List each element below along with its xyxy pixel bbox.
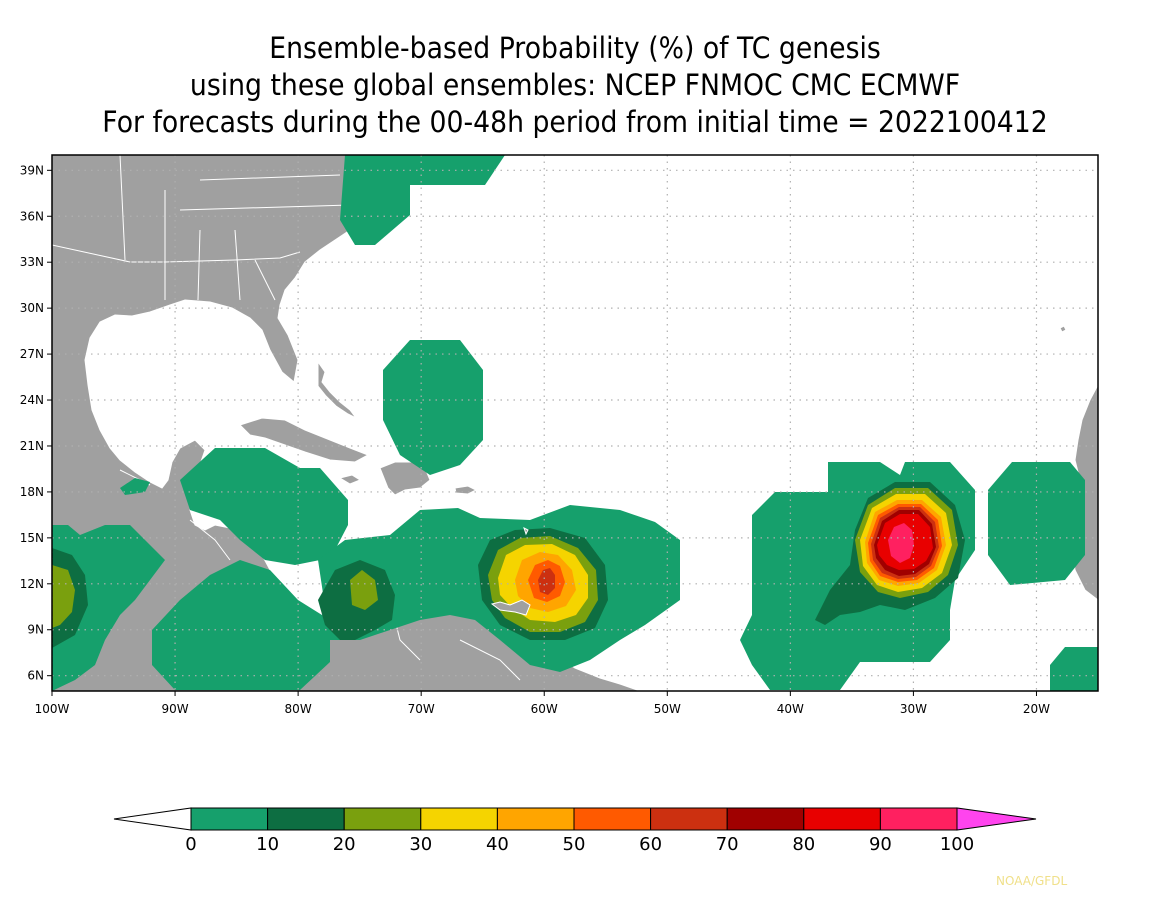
lon-label: 40W: [777, 702, 804, 716]
lon-label: 60W: [531, 702, 558, 716]
lat-label: 33N: [20, 255, 44, 269]
colorbar-label: 100: [940, 834, 974, 855]
lon-label: 30W: [900, 702, 927, 716]
border-line: [199, 174, 341, 181]
lon-label: 90W: [161, 702, 188, 716]
lon-label: 80W: [285, 702, 312, 716]
prob-region-0-10: [180, 448, 348, 565]
probability-contours: [52, 155, 1098, 691]
colorbar-label: 40: [486, 834, 509, 855]
lat-label: 15N: [20, 531, 44, 545]
lat-label: 24N: [20, 393, 44, 407]
title-line-1: Ensemble-based Probability (%) of TC gen…: [269, 31, 881, 65]
map-title: Ensemble-based Probability (%) of TC gen…: [0, 30, 1150, 141]
colorbar-swatch: [420, 807, 498, 831]
border-line: [119, 155, 126, 261]
colorbar-label: 90: [869, 834, 892, 855]
prob-region-0-10: [120, 478, 150, 495]
border-line: [254, 259, 276, 301]
lat-label: 36N: [20, 209, 44, 223]
colorbar-label: 50: [563, 834, 586, 855]
lat-label: 18N: [20, 485, 44, 499]
canary-land: [1059, 325, 1067, 333]
colorbar-label: 10: [256, 834, 279, 855]
prob-region-0-10: [152, 560, 330, 690]
border-line: [234, 229, 241, 301]
map-frame: [51, 154, 1099, 692]
lat-label: 12N: [20, 577, 44, 591]
bahamas-land: [317, 360, 357, 419]
lat-label: 6N: [27, 669, 44, 683]
prob-region-0-10: [383, 340, 483, 475]
prob-region-20-30: [52, 565, 75, 628]
lat-label: 27N: [20, 347, 44, 361]
lon-label: 70W: [408, 702, 435, 716]
colorbar-high-arrow: [956, 807, 1037, 831]
colorbar-swatch: [573, 807, 652, 831]
colorbar-label: 30: [409, 834, 432, 855]
prob-region-0-10: [1050, 647, 1098, 691]
colorbar-swatch: [496, 807, 575, 831]
colorbar-label: 60: [639, 834, 662, 855]
prob-region-0-10: [988, 462, 1085, 585]
colorbar-label: 20: [333, 834, 356, 855]
border-line: [189, 519, 231, 561]
prob-region-0-10: [52, 525, 165, 691]
lat-label: 21N: [20, 439, 44, 453]
colorbar-label: 80: [792, 834, 815, 855]
map-panel: [52, 155, 1098, 691]
colorbar-swatch: [190, 807, 269, 831]
lesser-antilles: [490, 527, 531, 616]
lat-label: 39N: [20, 163, 44, 177]
colorbar-swatch: [650, 807, 728, 831]
prob-region-90-100: [888, 523, 914, 563]
island-land: [490, 599, 531, 616]
cuba-land: [239, 417, 370, 463]
prob-region-60-70: [538, 568, 555, 595]
island-land: [523, 527, 529, 536]
title-line-2: using these global ensembles: NCEP FNMOC…: [189, 68, 961, 102]
prob-region-0-10: [340, 155, 505, 245]
colorbar-low-arrow: [113, 807, 192, 831]
border-line: [179, 204, 351, 211]
political-borders: [52, 155, 521, 681]
colorbar-swatch: [267, 807, 345, 831]
lat-label: 30N: [20, 301, 44, 315]
colorbar-label: 70: [716, 834, 739, 855]
lon-label: 100W: [35, 702, 70, 716]
lat-label: 9N: [27, 623, 44, 637]
border-line: [459, 639, 521, 681]
colorbar-swatch: [726, 807, 805, 831]
lon-label: 20W: [1023, 702, 1050, 716]
map-gridlines: [52, 155, 1098, 691]
lon-label: 50W: [654, 702, 681, 716]
border-line: [197, 229, 201, 301]
colorbar-swatch: [879, 807, 958, 831]
colorbar-swatch: [803, 807, 881, 831]
prob-region-20-30: [350, 570, 378, 610]
jamaica-land: [338, 474, 362, 485]
colorbar-swatch: [343, 807, 422, 831]
map-axes: 39N 36N 33N 30N 27N 24N 21N 18N 15N 12N 9N 6N 100W 90…: [20, 163, 1050, 716]
colorbar-label: 0: [185, 834, 196, 855]
credit-text: NOAA/GFDL: [996, 874, 1068, 888]
title-line-3: For forecasts during the 00-48h period f…: [102, 105, 1048, 139]
border-line: [52, 244, 301, 263]
colorbar: 0 10 20 30 40 50 60 70 80 90 100: [113, 807, 1037, 855]
